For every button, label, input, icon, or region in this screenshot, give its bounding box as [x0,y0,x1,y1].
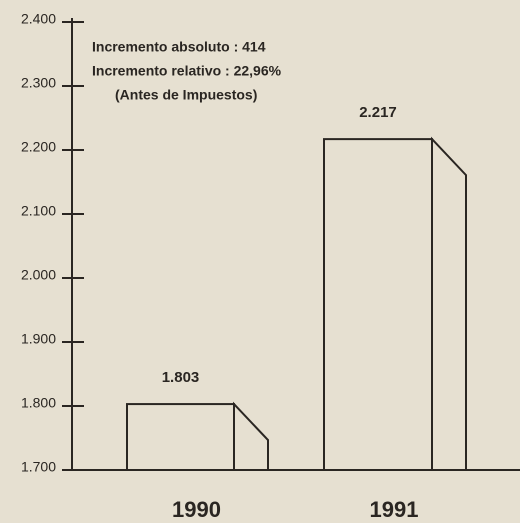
y-tick-label: 2.200 [21,139,56,155]
y-tick-label: 1.900 [21,331,56,347]
annotation: (Antes de Impuestos) [115,87,257,103]
value-label: 2.217 [359,104,397,121]
x-tick-label: 1991 [370,497,419,522]
y-tick-label: 2.100 [21,203,56,219]
annotation: Incremento relativo : 22,96% [92,63,282,79]
y-tick-label: 1.800 [21,395,56,411]
y-tick-label: 2.000 [21,267,56,283]
annotation: Incremento absoluto : 414 [92,39,266,55]
y-tick-label: 2.300 [21,75,56,91]
y-tick-label: 2.400 [21,11,56,27]
x-tick-label: 1990 [172,497,221,522]
bar [323,138,433,471]
bar [126,403,235,471]
y-tick-label: 1.700 [21,459,56,475]
value-label: 1.803 [162,369,200,386]
